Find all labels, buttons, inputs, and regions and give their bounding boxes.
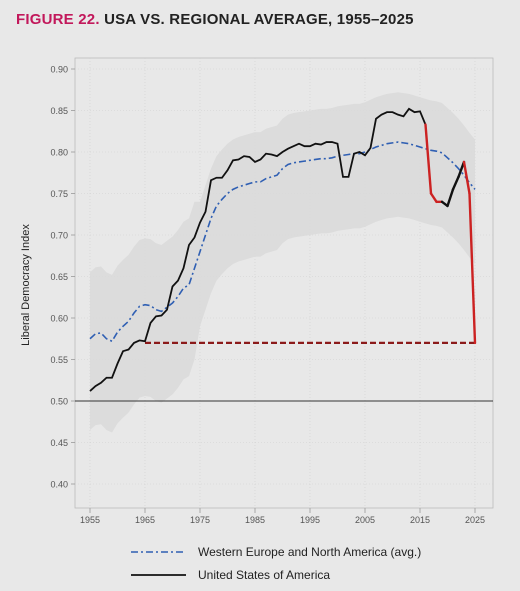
y-tick-label: 0.55 [50, 355, 68, 365]
y-axis-label: Liberal Democracy Index [20, 224, 32, 346]
legend-item-regional: Western Europe and North America (avg.) [131, 540, 421, 563]
x-tick-label: 1995 [300, 515, 320, 525]
chart-legend: Western Europe and North America (avg.) … [131, 540, 421, 586]
x-tick-label: 2005 [355, 515, 375, 525]
plot-frame [74, 57, 494, 509]
y-tick-label: 0.45 [50, 438, 68, 448]
y-tick-label: 0.50 [50, 397, 68, 407]
series-usa-decline-segment [451, 175, 460, 191]
figure-label: FIGURE 22. [16, 11, 100, 28]
y-tick-label: 0.40 [50, 480, 68, 490]
x-tick-label: 1975 [190, 515, 210, 525]
legend-swatch-solid [131, 573, 186, 576]
x-tick-label: 1955 [80, 515, 100, 525]
chart-title: FIGURE 22. USA VS. REGIONAL AVERAGE, 195… [16, 11, 414, 28]
y-tick-label: 0.70 [50, 231, 68, 241]
x-tick-label: 1965 [135, 515, 155, 525]
x-tick-label: 1985 [245, 515, 265, 525]
x-tick-label: 2025 [465, 515, 485, 525]
y-tick-label: 0.65 [50, 272, 68, 282]
title-text: USA VS. REGIONAL AVERAGE, 1955–2025 [104, 11, 414, 28]
confidence-band [90, 92, 475, 433]
legend-label-regional: Western Europe and North America (avg.) [198, 544, 422, 559]
series-usa-decline-segment [446, 188, 455, 208]
legend-item-usa: United States of America [131, 563, 421, 586]
series-regional-average [89, 141, 476, 343]
series-usa-decline-segment [468, 192, 477, 345]
line-chart: 0.40 0.45 0.50 0.55 0.60 0.65 0.70 0.75 0.80 0.85… [20, 57, 494, 525]
y-tick-label: 0.90 [50, 65, 68, 75]
series-usa-decline-segment [462, 160, 471, 195]
y-tick-label: 0.80 [50, 148, 68, 158]
legend-label-usa: United States of America [198, 567, 331, 582]
series-usa [89, 107, 427, 392]
series-usa-decline-segment [457, 160, 466, 179]
y-tick-label: 0.85 [50, 106, 68, 116]
x-tick-label: 2015 [410, 515, 430, 525]
series-usa-decline-segment [424, 123, 433, 195]
legend-swatch-dashdot [131, 550, 186, 553]
series-usa-decline-segment [429, 192, 438, 204]
y-tick-label: 0.60 [50, 314, 68, 324]
y-tick-label: 0.75 [50, 189, 68, 199]
